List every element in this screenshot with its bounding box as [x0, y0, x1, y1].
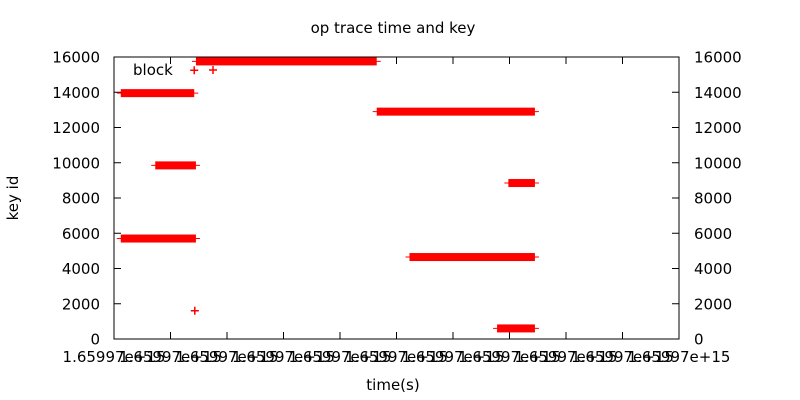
x-tick-label: 1.65997e+15 — [515, 348, 618, 366]
y2-tick-label: 0 — [694, 331, 704, 349]
y-tick-label: 16000 — [52, 49, 100, 67]
y-tick-label: 2000 — [62, 295, 100, 313]
x-tick-label: 1.65997e+15 — [571, 348, 674, 366]
legend: block — [133, 61, 217, 79]
y-tick-label: 14000 — [52, 84, 100, 102]
x-tick-label: 1.65997e+15 — [232, 348, 335, 366]
y-axis-label: key id — [4, 176, 22, 221]
y-tick-label: 6000 — [62, 225, 100, 243]
axes: 0 2000 4000 6000 8000 10000 12000 14000 16000 0 20… — [52, 49, 741, 367]
y2-tick-label: 10000 — [694, 154, 742, 172]
legend-label: block — [133, 61, 173, 79]
x-tick-label: 1.65997e+15 — [402, 348, 505, 366]
y2-tick-label: 4000 — [694, 260, 732, 278]
x-tick-label: 1.65997e+15 — [176, 348, 279, 366]
x-tick-label: 1.65997e+15 — [119, 348, 222, 366]
y-tick-label: 12000 — [52, 119, 100, 137]
data-point — [190, 66, 199, 75]
x-axis-label: time(s) — [366, 376, 419, 394]
data-point — [190, 306, 199, 315]
legend-marker — [209, 66, 217, 74]
y-tick-label: 10000 — [52, 154, 100, 172]
plot-frame — [113, 56, 680, 340]
x-tick-label: 1.65997e+15 — [628, 348, 731, 366]
y2-tick-label: 2000 — [694, 295, 732, 313]
y2-tick-label: 12000 — [694, 119, 742, 137]
y-tick-label: 0 — [90, 331, 100, 349]
chart-title: op trace time and key — [311, 19, 476, 37]
x-tick-label: 1.65997e+15 — [345, 348, 448, 366]
y2-tick-label: 6000 — [694, 225, 732, 243]
y2-tick-label: 16000 — [694, 49, 742, 67]
y-tick-label: 8000 — [62, 190, 100, 208]
y2-tick-label: 8000 — [694, 190, 732, 208]
plot-area — [116, 57, 539, 333]
y-tick-label: 4000 — [62, 260, 100, 278]
y2-tick-label: 14000 — [694, 84, 742, 102]
x-tick-label: 1.65997e+15 — [289, 348, 392, 366]
x-tick-label: 1.65997e+15 — [63, 348, 166, 366]
x-tick-label: 1.65997e+15 — [458, 348, 561, 366]
